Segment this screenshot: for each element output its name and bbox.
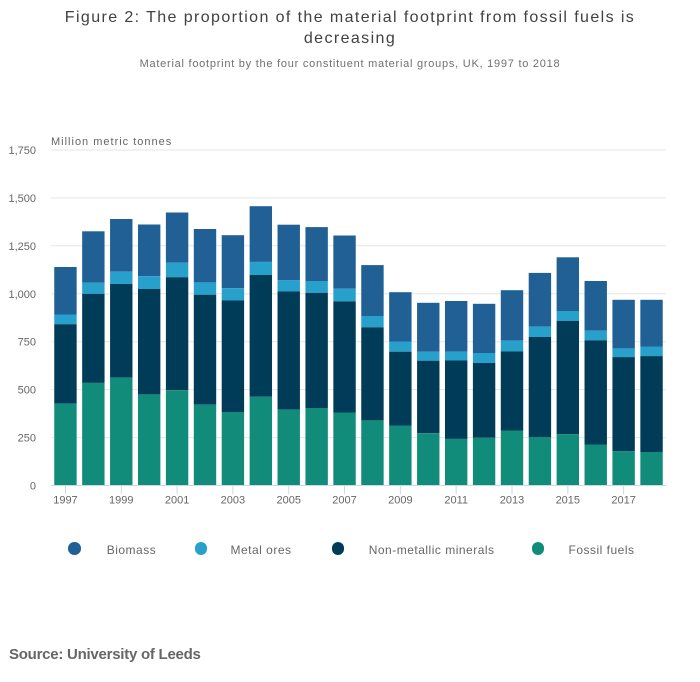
svg-text:2017: 2017 — [611, 495, 635, 507]
svg-text:2009: 2009 — [388, 495, 412, 507]
svg-text:1,250: 1,250 — [8, 241, 36, 253]
svg-text:0: 0 — [30, 481, 36, 493]
svg-text:1,500: 1,500 — [8, 193, 36, 205]
svg-text:2011: 2011 — [444, 495, 468, 507]
svg-text:250: 250 — [18, 433, 36, 445]
svg-text:750: 750 — [18, 337, 36, 349]
svg-text:1997: 1997 — [53, 495, 77, 507]
svg-text:2005: 2005 — [276, 495, 300, 507]
svg-text:500: 500 — [18, 385, 36, 397]
svg-text:2003: 2003 — [221, 495, 245, 507]
svg-text:2001: 2001 — [165, 495, 189, 507]
svg-text:1,000: 1,000 — [8, 289, 36, 301]
svg-text:2007: 2007 — [332, 495, 356, 507]
svg-text:1999: 1999 — [109, 495, 133, 507]
svg-text:1,750: 1,750 — [8, 145, 36, 157]
svg-text:2013: 2013 — [500, 495, 524, 507]
svg-text:2015: 2015 — [556, 495, 580, 507]
